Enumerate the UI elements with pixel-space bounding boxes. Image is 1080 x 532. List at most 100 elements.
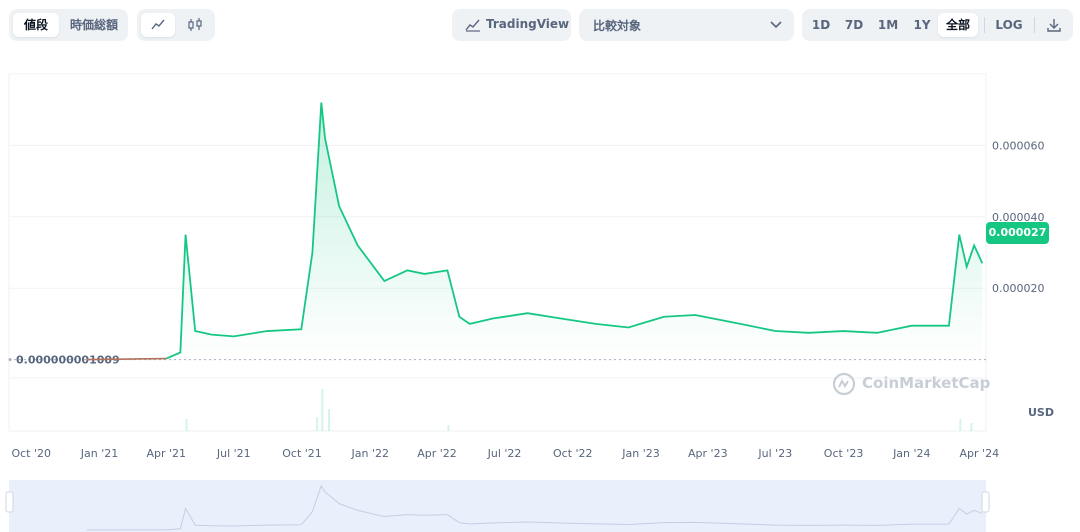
range-divider-2 xyxy=(1034,17,1035,33)
price-point[interactable] xyxy=(423,273,425,275)
tab-price[interactable]: 値段 xyxy=(13,13,59,37)
x-tick-label: Apr '21 xyxy=(146,447,186,460)
price-point[interactable] xyxy=(948,325,950,327)
compare-label: 比較対象 xyxy=(593,19,642,33)
price-point[interactable] xyxy=(383,280,385,282)
price-point[interactable] xyxy=(843,330,845,332)
price-point[interactable] xyxy=(527,312,529,314)
currency-label: USD xyxy=(1028,406,1054,419)
price-point[interactable] xyxy=(808,332,810,334)
download-icon xyxy=(1047,19,1061,32)
x-tick-label: Jul '21 xyxy=(216,447,251,460)
price-point[interactable] xyxy=(739,323,741,325)
price-chart[interactable]: 0.000020 0.000040 0.000060 Oct '20 Jan '21 Ap… xyxy=(0,60,1080,532)
volume-bar xyxy=(321,389,324,431)
log-toggle[interactable]: LOG xyxy=(995,18,1023,32)
price-point[interactable] xyxy=(211,334,213,336)
price-point[interactable] xyxy=(469,323,471,325)
price-point[interactable] xyxy=(627,326,629,328)
range-1d[interactable]: 1D xyxy=(811,18,831,32)
x-tick-label: Jan '23 xyxy=(621,447,659,460)
chart-area[interactable]: 0.000020 0.000040 0.000060 Oct '20 Jan '21 Ap… xyxy=(0,60,1080,532)
price-point[interactable] xyxy=(185,234,187,236)
range-1m[interactable]: 1M xyxy=(877,18,899,32)
price-point[interactable] xyxy=(320,102,322,104)
price-point[interactable] xyxy=(266,330,268,332)
volume-bar xyxy=(185,419,188,431)
x-tick-label: Jul '23 xyxy=(757,447,792,460)
price-point[interactable] xyxy=(973,244,975,246)
x-tick-label: Jul '22 xyxy=(487,447,522,460)
x-tick-label: Oct '21 xyxy=(282,447,322,460)
range-divider xyxy=(984,17,985,33)
price-point[interactable] xyxy=(966,266,968,268)
candlestick-button[interactable] xyxy=(179,13,211,37)
chart-type-toggle xyxy=(137,9,215,41)
range-navigator[interactable] xyxy=(9,480,986,532)
baseline-label: 0.000000001009 xyxy=(16,354,120,367)
price-point[interactable] xyxy=(492,318,494,320)
volume-bar xyxy=(327,409,330,431)
price-point[interactable] xyxy=(595,323,597,325)
view-toggle: 値段 時価総額 xyxy=(9,9,128,41)
price-point[interactable] xyxy=(911,325,913,327)
download-button[interactable] xyxy=(1040,13,1068,37)
line-chart-button[interactable] xyxy=(141,13,175,37)
x-tick-label: Apr '24 xyxy=(960,447,1000,460)
tradingview-button[interactable]: TradingView xyxy=(452,9,571,41)
price-point[interactable] xyxy=(694,314,696,316)
compare-dropdown[interactable]: 比較対象 xyxy=(579,9,794,41)
y-tick-label: 0.000040 xyxy=(992,211,1045,224)
watermark-text: CoinMarketCap xyxy=(862,374,991,392)
price-point[interactable] xyxy=(311,252,313,254)
chart-toolbar: 値段 時価総額 TradingView 比較対象 1D 7D 1M 1Y 全部 … xyxy=(0,0,1080,50)
navigator-handle-left[interactable] xyxy=(5,491,14,513)
price-point[interactable] xyxy=(338,205,340,207)
x-tick-label: Jan '22 xyxy=(351,447,389,460)
price-line[interactable] xyxy=(165,102,984,360)
price-point[interactable] xyxy=(446,269,448,271)
range-7d[interactable]: 7D xyxy=(844,18,864,32)
volume-bar xyxy=(447,425,450,431)
price-point[interactable] xyxy=(179,351,181,353)
x-tick-label: Oct '23 xyxy=(824,447,864,460)
tab-market-cap[interactable]: 時価総額 xyxy=(69,18,118,32)
price-point[interactable] xyxy=(357,244,359,246)
price-point[interactable] xyxy=(324,137,326,139)
price-point[interactable] xyxy=(233,335,235,337)
baseline-marker xyxy=(8,358,12,362)
navigator-handle-right[interactable] xyxy=(981,491,990,513)
price-point[interactable] xyxy=(458,316,460,318)
plot-frame xyxy=(8,73,987,432)
volume-bar xyxy=(316,417,319,431)
range-1y[interactable]: 1Y xyxy=(913,18,931,32)
range-toggle: 1D 7D 1M 1Y 全部 LOG xyxy=(802,9,1073,41)
x-tick-label: Oct '20 xyxy=(11,447,51,460)
tradingview-label: TradingView xyxy=(486,17,570,31)
range-all[interactable]: 全部 xyxy=(938,13,978,37)
x-tick-label: Apr '22 xyxy=(417,447,457,460)
price-point[interactable] xyxy=(774,330,776,332)
chevron-down-icon xyxy=(770,21,782,29)
x-tick-label: Jan '21 xyxy=(80,447,118,460)
price-point[interactable] xyxy=(165,358,167,360)
y-tick-label: 0.000060 xyxy=(992,139,1045,152)
volume-bar xyxy=(970,423,973,431)
price-point[interactable] xyxy=(958,234,960,236)
price-point[interactable] xyxy=(194,330,196,332)
price-point[interactable] xyxy=(981,262,983,264)
price-point[interactable] xyxy=(876,332,878,334)
price-area xyxy=(166,102,983,360)
price-point[interactable] xyxy=(300,328,302,330)
candlestick-icon xyxy=(188,18,202,31)
price-point[interactable] xyxy=(406,269,408,271)
watermark: CoinMarketCap xyxy=(832,372,990,396)
navigator-line xyxy=(86,484,983,531)
volume-bar xyxy=(959,419,962,431)
price-point[interactable] xyxy=(560,318,562,320)
price-point[interactable] xyxy=(663,316,665,318)
tradingview-icon xyxy=(465,19,480,32)
x-tick-label: Oct '22 xyxy=(553,447,593,460)
line-chart-icon xyxy=(151,19,165,30)
price-point[interactable] xyxy=(86,359,88,361)
